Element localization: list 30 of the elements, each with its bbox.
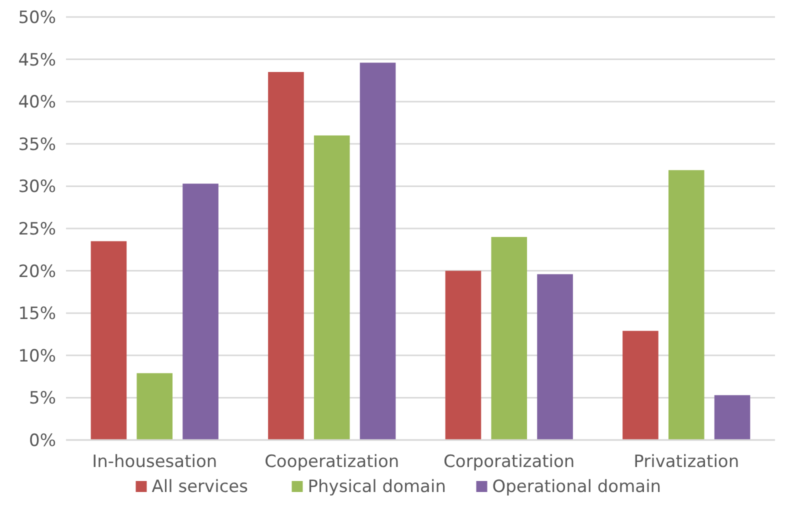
x-tick-label: Privatization xyxy=(634,452,740,472)
y-tick-label: 0% xyxy=(29,430,56,451)
y-tick-label: 20% xyxy=(18,262,56,282)
bar xyxy=(714,395,750,440)
bar xyxy=(537,274,573,440)
bar xyxy=(314,135,350,440)
legend-label: All services xyxy=(152,477,248,497)
bar xyxy=(445,270,482,440)
y-tick-label: 40% xyxy=(18,92,56,113)
legend-label: Physical domain xyxy=(308,477,446,497)
y-tick-label: 10% xyxy=(18,346,56,366)
bar xyxy=(360,62,396,440)
bar xyxy=(90,241,127,440)
bar xyxy=(491,236,528,440)
y-tick-label: 15% xyxy=(18,304,56,324)
x-tick-label: In-housesation xyxy=(92,452,218,472)
y-tick-label: 30% xyxy=(18,177,56,198)
y-tick-label: 35% xyxy=(18,134,56,155)
x-tick-label: Cooperatization xyxy=(264,452,400,472)
bar xyxy=(268,72,304,440)
y-tick-label: 45% xyxy=(18,50,56,70)
bar xyxy=(622,330,658,440)
bar xyxy=(668,170,704,440)
y-tick-label: 25% xyxy=(18,219,56,240)
legend-label: Operational domain xyxy=(492,477,662,497)
bar xyxy=(136,373,173,440)
y-tick-label: 50% xyxy=(18,8,56,28)
bar xyxy=(182,184,218,440)
x-tick-label: Corporatization xyxy=(444,452,575,472)
y-tick-label: 5% xyxy=(29,388,56,409)
